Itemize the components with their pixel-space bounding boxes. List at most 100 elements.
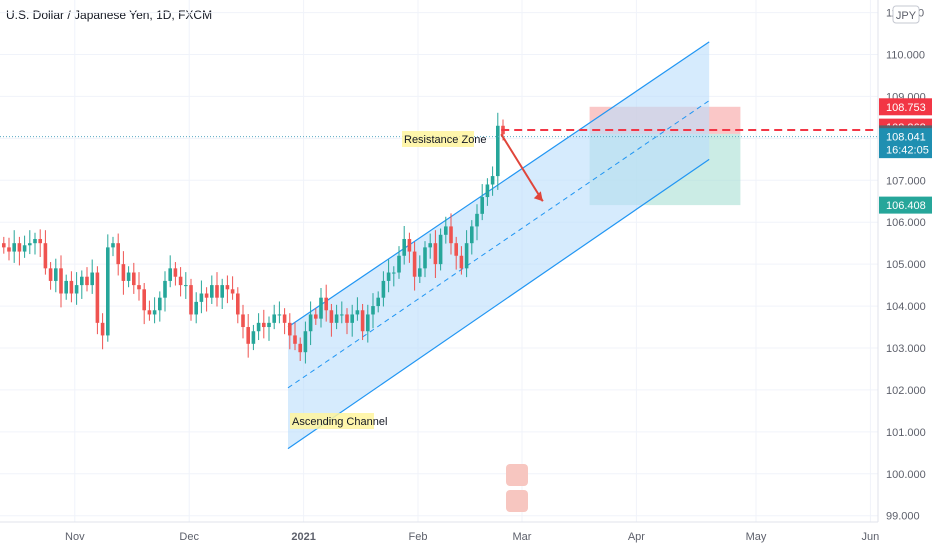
currency-badge-label: JPY: [896, 10, 917, 22]
candle-body: [246, 327, 250, 344]
y-tick-label: 103.000: [886, 343, 926, 355]
candle-body: [340, 314, 344, 316]
candle-body: [407, 238, 412, 252]
price-axis[interactable]: 99.000 100.000 101.000 102.000 103.000 104.00…: [886, 8, 926, 523]
candle-body: [298, 343, 302, 353]
broker-logo-icon: [506, 464, 528, 512]
candle-body: [371, 306, 375, 315]
candle-body: [80, 276, 84, 286]
x-tick-label: Feb: [409, 531, 428, 543]
candle-body: [433, 243, 438, 265]
x-tick-label: Mar: [513, 531, 532, 543]
candle-body: [454, 243, 458, 256]
currency-badge[interactable]: JPY: [892, 5, 920, 24]
candle-body: [7, 247, 11, 252]
y-tick-label: 107.000: [886, 175, 926, 187]
ascending-channel[interactable]: [287, 41, 710, 450]
x-tick-label: May: [746, 531, 767, 543]
candle-body: [256, 322, 261, 332]
resistance-label-bg: [402, 131, 474, 147]
candle-body: [397, 255, 401, 273]
candle-body: [241, 314, 245, 328]
candle-body: [412, 251, 417, 277]
candle-body: [199, 293, 204, 302]
candle-body: [189, 285, 193, 315]
candle-body: [480, 197, 484, 214]
candle-body: [158, 297, 162, 311]
candle-body: [490, 176, 495, 185]
candle-body: [386, 272, 391, 281]
candle-body: [17, 243, 22, 252]
candle-body: [106, 247, 110, 336]
price-tag-bg: [879, 98, 932, 116]
candle-body: [173, 268, 178, 277]
candle-body: [215, 285, 219, 298]
candle-body: [459, 255, 464, 269]
chart-title: U.S. Dollar / Japanese Yen, 1D, FXCM: [6, 8, 213, 22]
candle-body: [308, 314, 313, 332]
candle-body: [475, 213, 479, 227]
candle-body: [137, 285, 141, 290]
candle-body: [428, 243, 432, 248]
candle-body: [204, 293, 209, 298]
candle-body: [485, 184, 490, 198]
candle-body: [22, 245, 27, 252]
candle-body: [272, 314, 276, 323]
channel-mid-line: [287, 100, 710, 389]
candles: [1, 112, 505, 364]
candle-body: [438, 234, 443, 265]
x-tick-label: Jun: [862, 531, 880, 543]
y-tick-label: 110.000: [886, 50, 925, 62]
candle-body: [168, 268, 172, 281]
candle-body: [423, 247, 427, 269]
candle-body: [334, 314, 339, 323]
candle-body: [142, 289, 146, 311]
candle-body: [111, 243, 115, 248]
time-axis[interactable]: Nov 2021 Dec Feb Mar Apr May Jun: [65, 531, 879, 543]
y-tick-label: 106.000: [886, 217, 926, 229]
candle-body: [355, 310, 360, 315]
candle-body: [126, 272, 131, 281]
y-tick-label: 99.000: [886, 511, 920, 523]
candle-body: [251, 331, 256, 344]
candle-body: [496, 125, 500, 177]
candle-body: [184, 285, 188, 287]
candle-body: [230, 289, 235, 294]
channel-lower-line: [287, 158, 710, 450]
candle-body: [267, 322, 271, 328]
candle-body: [43, 243, 48, 269]
candle-body: [210, 285, 214, 298]
y-tick-label: 104.000: [886, 301, 926, 313]
candle-body: [282, 314, 287, 323]
y-tick-label: 102.000: [886, 385, 926, 397]
candle-body: [121, 264, 126, 281]
candle-body: [324, 297, 328, 311]
candle-body: [100, 322, 105, 336]
y-tick-label: 100.000: [886, 469, 926, 481]
candle-body: [152, 310, 157, 315]
candle-body: [366, 314, 370, 332]
price-tag-bg: [879, 196, 932, 214]
channel-label-bg: [290, 413, 374, 429]
candle-body: [132, 272, 136, 286]
price-tags: 108.753108.268108.106108.04116:42:05106.…: [879, 98, 932, 214]
candle-body: [277, 314, 282, 316]
price-tag-label: 108.041: [886, 132, 926, 144]
candle-body: [314, 314, 318, 319]
candle-body: [1, 243, 6, 248]
candle-body: [470, 226, 474, 244]
candle-body: [303, 331, 308, 353]
candle-body: [116, 243, 120, 265]
price-tag-bg: [879, 128, 932, 159]
candle-body: [178, 276, 183, 286]
candle-body: [90, 272, 94, 286]
candle-body: [163, 280, 167, 298]
channel-fill: [288, 41, 710, 449]
candle-body: [48, 268, 53, 281]
candle-body: [12, 243, 16, 252]
candle-body: [376, 297, 380, 307]
candle-body: [449, 226, 453, 244]
x-tick-label: 2021: [291, 531, 315, 543]
candle-body: [236, 293, 240, 315]
